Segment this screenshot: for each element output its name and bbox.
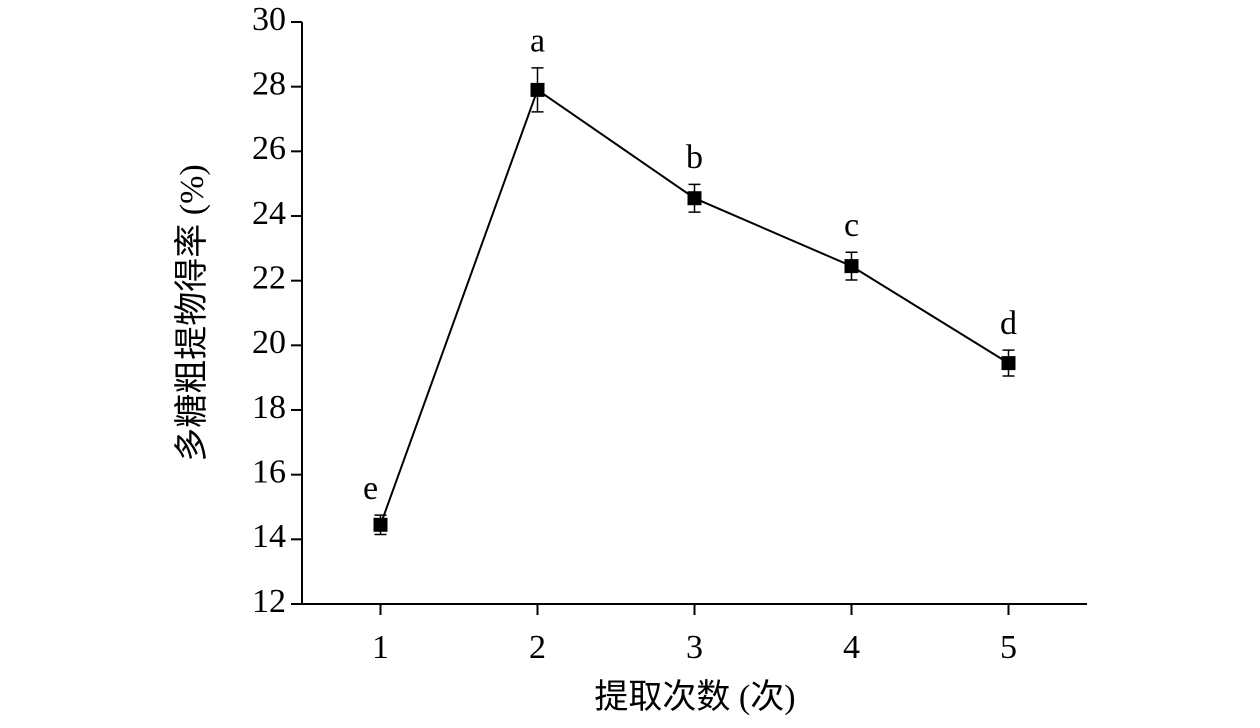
- y-tick-label: 20: [252, 324, 286, 361]
- point: [530, 82, 545, 97]
- annotation: c: [844, 207, 859, 244]
- point: [1001, 356, 1016, 371]
- y-tick-label: 30: [252, 1, 286, 38]
- annotation: a: [530, 23, 545, 60]
- annotation: b: [686, 139, 703, 176]
- y-tick-label: 18: [252, 389, 286, 426]
- x-tick-label: 4: [843, 629, 860, 666]
- y-tick-label: 14: [252, 518, 286, 555]
- y-tick-label: 16: [252, 453, 286, 490]
- point: [844, 259, 859, 274]
- x-tick-label: 5: [1000, 629, 1017, 666]
- annotation: d: [1000, 305, 1017, 342]
- y-tick-label: 12: [252, 583, 286, 620]
- y-tick-label: 24: [252, 195, 286, 232]
- y-tick-label: 26: [252, 130, 286, 167]
- annotation: e: [363, 470, 378, 507]
- x-axis-label: 提取次数 (次): [594, 678, 795, 716]
- x-tick-label: 3: [686, 629, 703, 666]
- x-tick-label: 2: [529, 629, 546, 666]
- y-tick-label: 22: [252, 259, 286, 296]
- point: [687, 191, 702, 206]
- y-axis-label: 多糖粗提物得率 (%): [173, 164, 211, 461]
- y-tick-label: 28: [252, 65, 286, 102]
- point: [373, 517, 388, 532]
- x-tick-label: 1: [372, 629, 389, 666]
